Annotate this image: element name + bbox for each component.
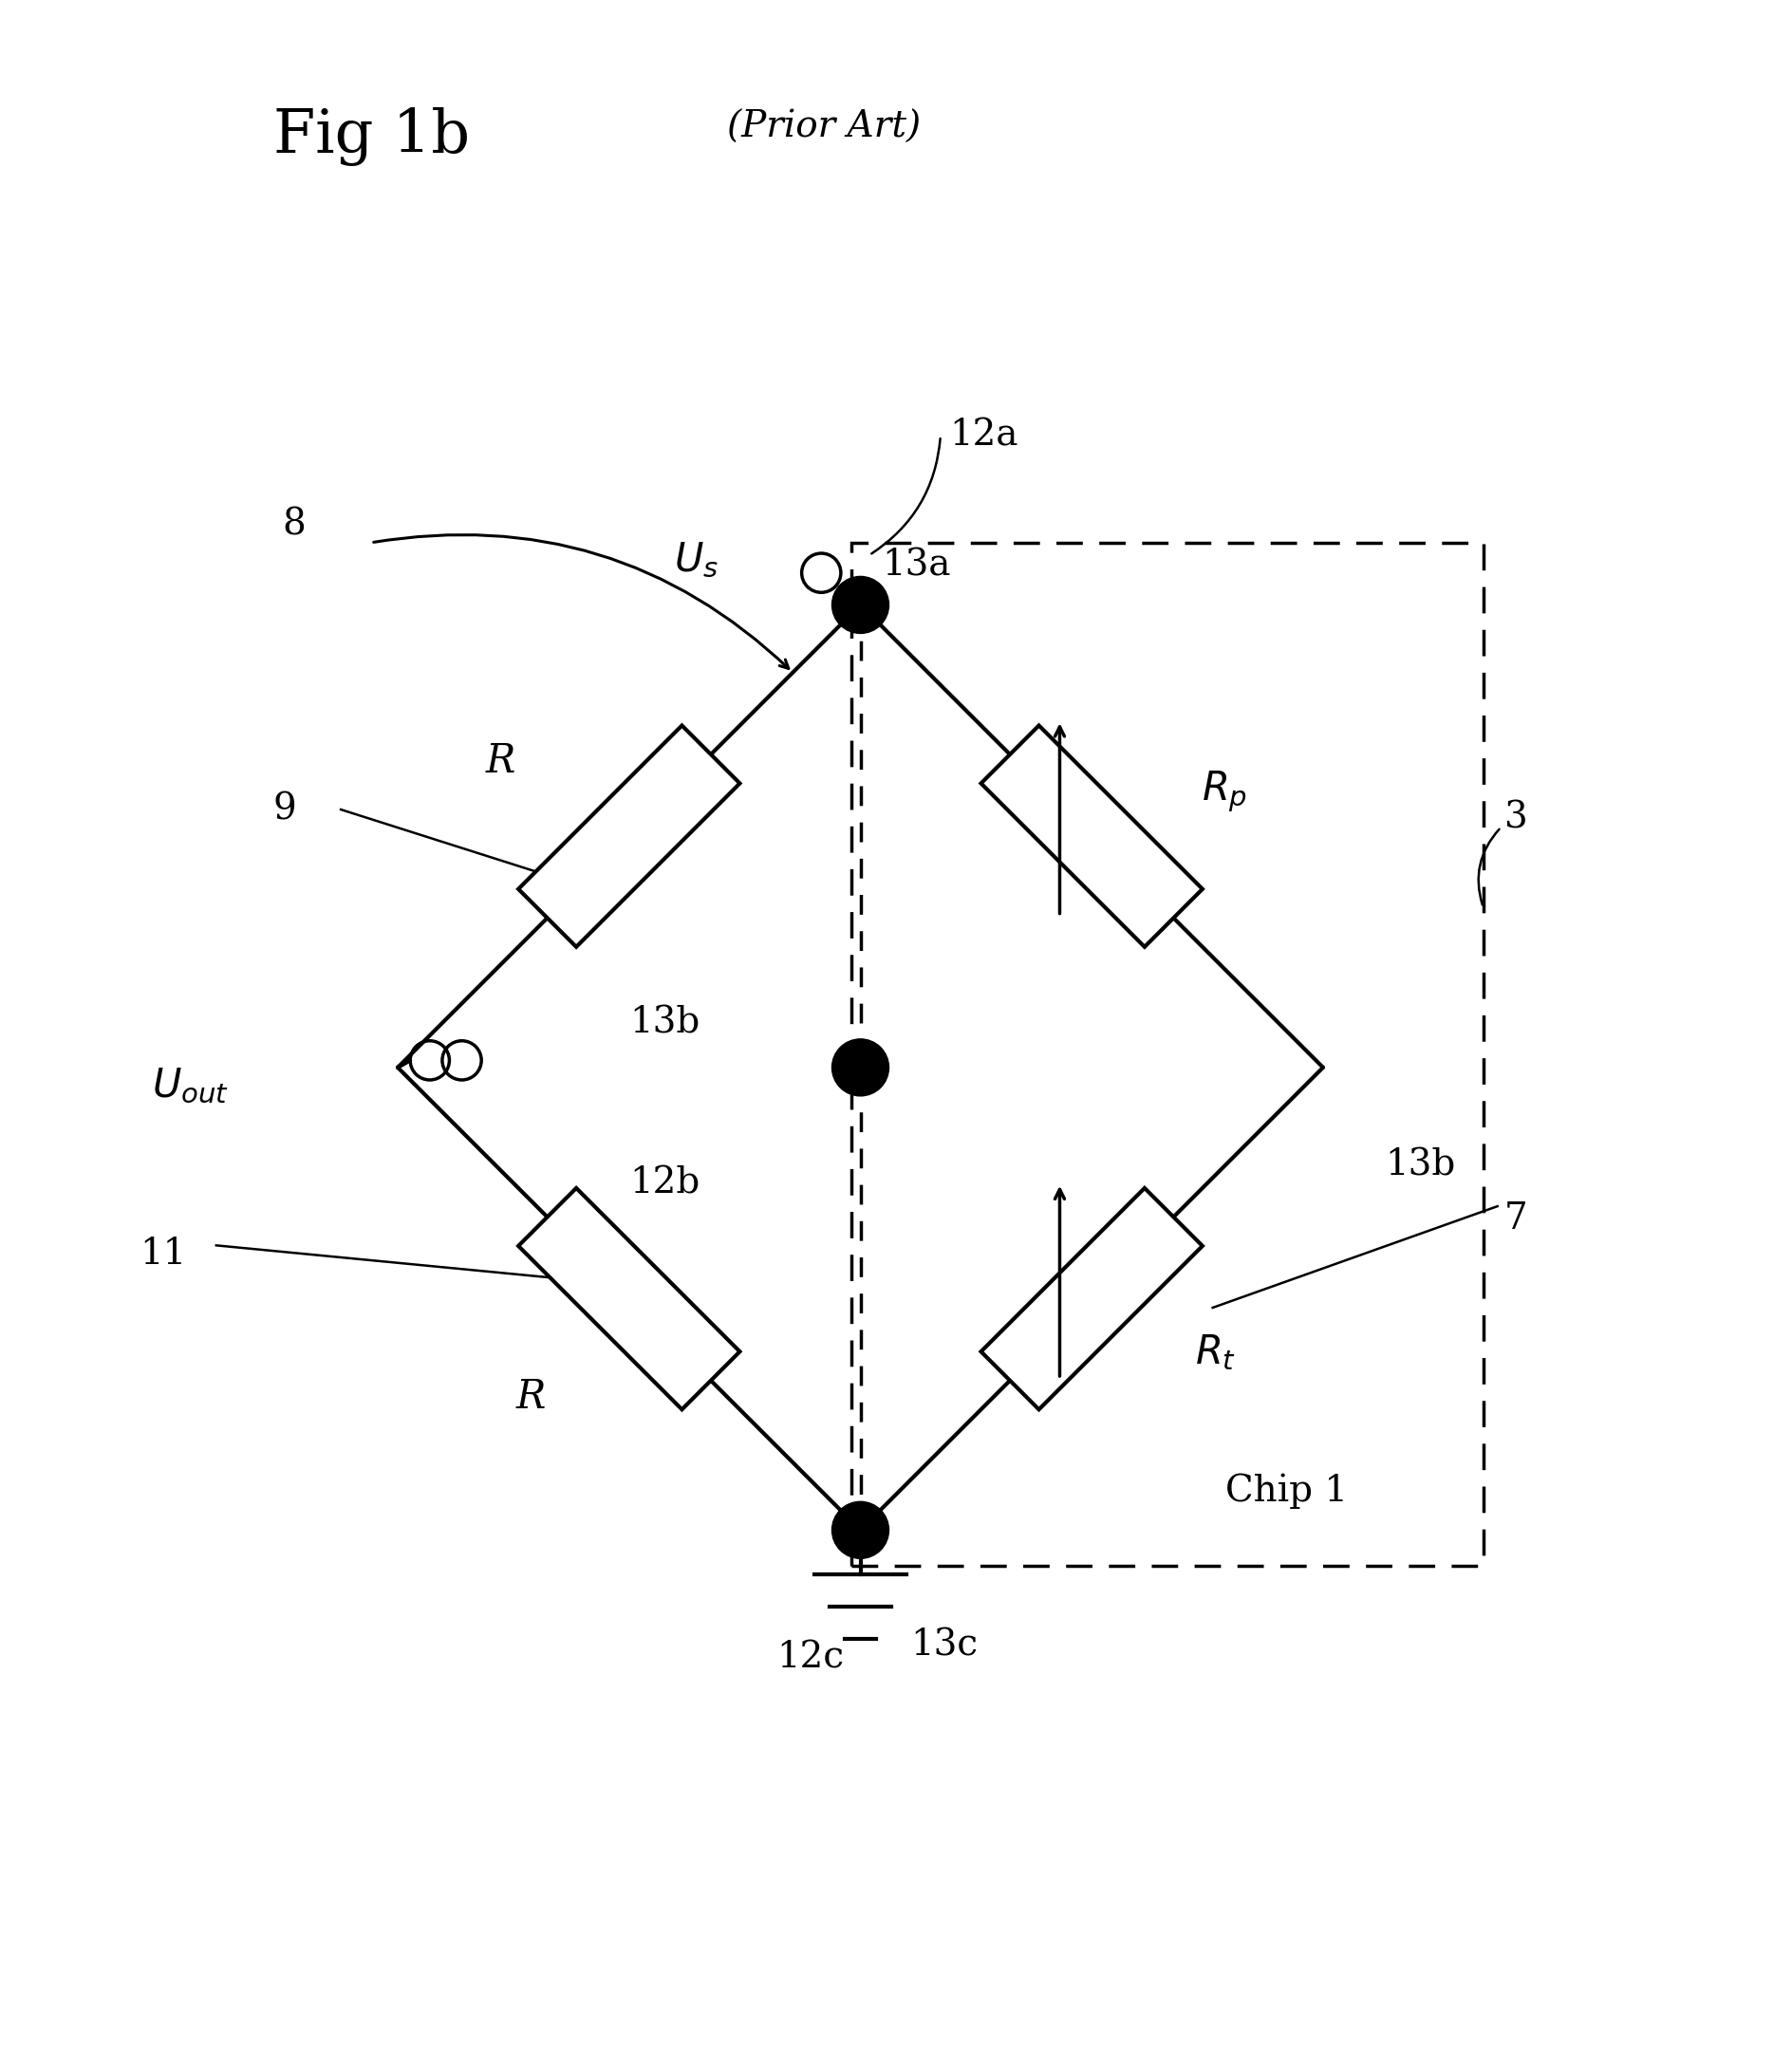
- Bar: [980, 1189, 1202, 1410]
- Bar: [518, 726, 740, 947]
- Text: $U_{out}$: $U_{out}$: [152, 1066, 229, 1105]
- Text: 9: 9: [272, 792, 297, 827]
- Bar: [518, 1189, 740, 1410]
- Text: 13a: 13a: [882, 548, 950, 583]
- Circle shape: [831, 577, 889, 634]
- Text: 8: 8: [281, 507, 306, 542]
- Circle shape: [831, 1502, 889, 1559]
- Text: Fig 1b: Fig 1b: [272, 106, 470, 166]
- Text: 13c: 13c: [910, 1629, 978, 1663]
- Text: 7: 7: [1505, 1201, 1529, 1236]
- Text: Chip 1: Chip 1: [1226, 1473, 1348, 1508]
- Text: 12c: 12c: [776, 1641, 844, 1676]
- Text: 13b: 13b: [629, 1005, 701, 1041]
- Text: R: R: [516, 1377, 547, 1416]
- Text: 3: 3: [1505, 800, 1529, 837]
- Bar: [851, 542, 1484, 1565]
- Bar: [980, 726, 1202, 947]
- Text: 12a: 12a: [950, 417, 1018, 454]
- Text: $U_s$: $U_s$: [674, 540, 719, 581]
- Text: (Prior Art): (Prior Art): [728, 110, 921, 145]
- Text: 11: 11: [140, 1236, 186, 1273]
- Text: 12b: 12b: [629, 1166, 701, 1201]
- Text: R: R: [486, 741, 516, 782]
- Circle shape: [831, 1039, 889, 1097]
- Text: 13b: 13b: [1385, 1148, 1455, 1183]
- Text: $R_t$: $R_t$: [1195, 1332, 1236, 1373]
- Text: $R_p$: $R_p$: [1202, 769, 1247, 814]
